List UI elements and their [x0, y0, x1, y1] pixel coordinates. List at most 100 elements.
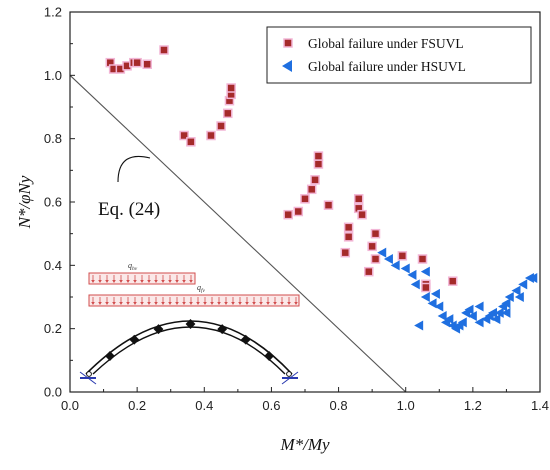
x-tick-label: 1.4 — [531, 398, 549, 413]
interaction-line — [69, 74, 407, 393]
data-point-fsuvl — [132, 57, 142, 68]
y-tick-label: 0.4 — [44, 258, 62, 273]
data-point-fsuvl — [226, 83, 236, 93]
data-point-fsuvl — [313, 151, 324, 161]
y-tick-label: 1.0 — [44, 68, 62, 83]
y-tick-label: 0.2 — [44, 321, 62, 336]
data-point-hsuvl — [464, 304, 474, 315]
x-tick-label: 1.0 — [397, 398, 415, 413]
x-tick-label: 0.8 — [330, 398, 348, 413]
data-point-fsuvl — [357, 209, 367, 220]
x-axis-ticks: 0.0 0.2 0.4 0.6 0.8 1.0 1.2 1.4 — [61, 387, 549, 413]
load-arrow-head — [168, 280, 172, 283]
data-point-fsuvl — [306, 184, 317, 195]
load-arrow-head — [98, 280, 102, 283]
load-arrow-head — [126, 280, 130, 283]
load-label-hv: qhv — [128, 261, 138, 272]
data-point-hsuvl — [420, 292, 430, 302]
load-arrow-head — [91, 280, 95, 283]
arch-joint — [240, 334, 251, 345]
y-tick-label: 0.6 — [44, 195, 62, 210]
data-point-hsuvl — [377, 247, 387, 258]
load-arrow-head — [175, 280, 179, 283]
data-point-fsuvl — [370, 228, 381, 239]
x-tick-label: 0.4 — [195, 398, 213, 413]
data-point-fsuvl — [283, 209, 293, 220]
load-arrow-head — [91, 302, 95, 305]
load-arrow-head — [126, 302, 130, 305]
data-point-hsuvl — [427, 298, 437, 309]
annotation-leader — [117, 155, 151, 183]
y-tick-label: 0.8 — [44, 131, 62, 146]
data-point-fsuvl — [367, 241, 377, 252]
load-arrows-hv — [91, 275, 193, 283]
data-point-hsuvl — [414, 320, 424, 331]
arch-joint — [129, 334, 140, 345]
load-arrow-head — [140, 280, 144, 283]
load-arrow-head — [182, 302, 186, 305]
data-point-hsuvl — [430, 288, 440, 299]
data-point-hsuvl — [467, 311, 477, 321]
load-arrow-head — [133, 280, 137, 283]
load-arrow-head — [189, 280, 193, 283]
data-point-hsuvl — [488, 307, 497, 318]
data-point-hsuvl — [518, 279, 528, 290]
annotation-eq-24: Eq. (24) — [98, 199, 160, 220]
series-hsuvl — [377, 247, 538, 334]
load-arrow-head — [203, 302, 207, 305]
load-arrow-head — [98, 302, 102, 305]
load-arrows-fv — [91, 297, 298, 305]
data-point-fsuvl — [353, 194, 364, 204]
load-arrow-head — [217, 302, 221, 305]
load-arrow-head — [238, 302, 242, 305]
data-point-hsuvl — [383, 254, 393, 264]
load-arrow-head — [252, 302, 256, 305]
load-arrow-head — [182, 280, 186, 283]
load-arrow-head — [154, 302, 158, 305]
data-point-hsuvl — [437, 311, 447, 321]
data-point-fsuvl — [323, 200, 334, 210]
data-point-hsuvl — [511, 285, 521, 296]
load-arrow-head — [175, 302, 179, 305]
data-point-fsuvl — [343, 222, 354, 233]
x-tick-label: 0.6 — [262, 398, 280, 413]
data-point-fsuvl — [313, 159, 324, 169]
data-point-hsuvl — [400, 263, 410, 274]
legend-label-fsuvl: Global failure under FSUVL — [308, 36, 464, 51]
load-arrow-head — [189, 302, 193, 305]
arch-joint — [104, 351, 115, 361]
x-tick-label: 0.2 — [128, 398, 146, 413]
x-tick-label: 1.2 — [464, 398, 482, 413]
data-point-hsuvl — [410, 279, 420, 290]
load-arrow-head — [133, 302, 137, 305]
load-arrow-head — [105, 280, 109, 283]
data-point-hsuvl — [501, 298, 511, 309]
data-point-fsuvl — [397, 251, 408, 261]
data-point-fsuvl — [216, 121, 226, 131]
y-axis-ticks: 0.0 0.2 0.4 0.6 0.8 1.0 1.2 — [44, 5, 75, 400]
data-point-fsuvl — [223, 108, 233, 119]
load-arrow-head — [224, 302, 228, 305]
arch-joint — [264, 351, 275, 361]
data-point-hsuvl — [390, 260, 400, 271]
data-point-hsuvl — [444, 314, 454, 325]
data-point-fsuvl — [142, 59, 152, 69]
load-arrow-head — [280, 302, 284, 305]
data-point-hsuvl — [457, 317, 467, 328]
x-axis-title: M*/My — [279, 435, 330, 454]
arch-outer — [85, 320, 293, 375]
arch-joints — [104, 319, 275, 361]
data-point-fsuvl — [447, 276, 458, 286]
load-label-fv: qfv — [197, 283, 206, 294]
data-point-hsuvl — [514, 292, 524, 302]
load-arrow-head — [259, 302, 263, 305]
load-arrow-head — [112, 280, 116, 283]
load-arrow-head — [154, 280, 158, 283]
legend-label-hsuvl: Global failure under HSUVL — [308, 59, 466, 74]
data-point-fsuvl — [293, 206, 304, 217]
legend: Global failure under FSUVL Global failur… — [266, 26, 532, 84]
data-point-fsuvl — [186, 137, 196, 147]
data-point-hsuvl — [504, 292, 514, 302]
data-point-hsuvl — [528, 273, 538, 283]
load-arrow-head — [161, 302, 165, 305]
